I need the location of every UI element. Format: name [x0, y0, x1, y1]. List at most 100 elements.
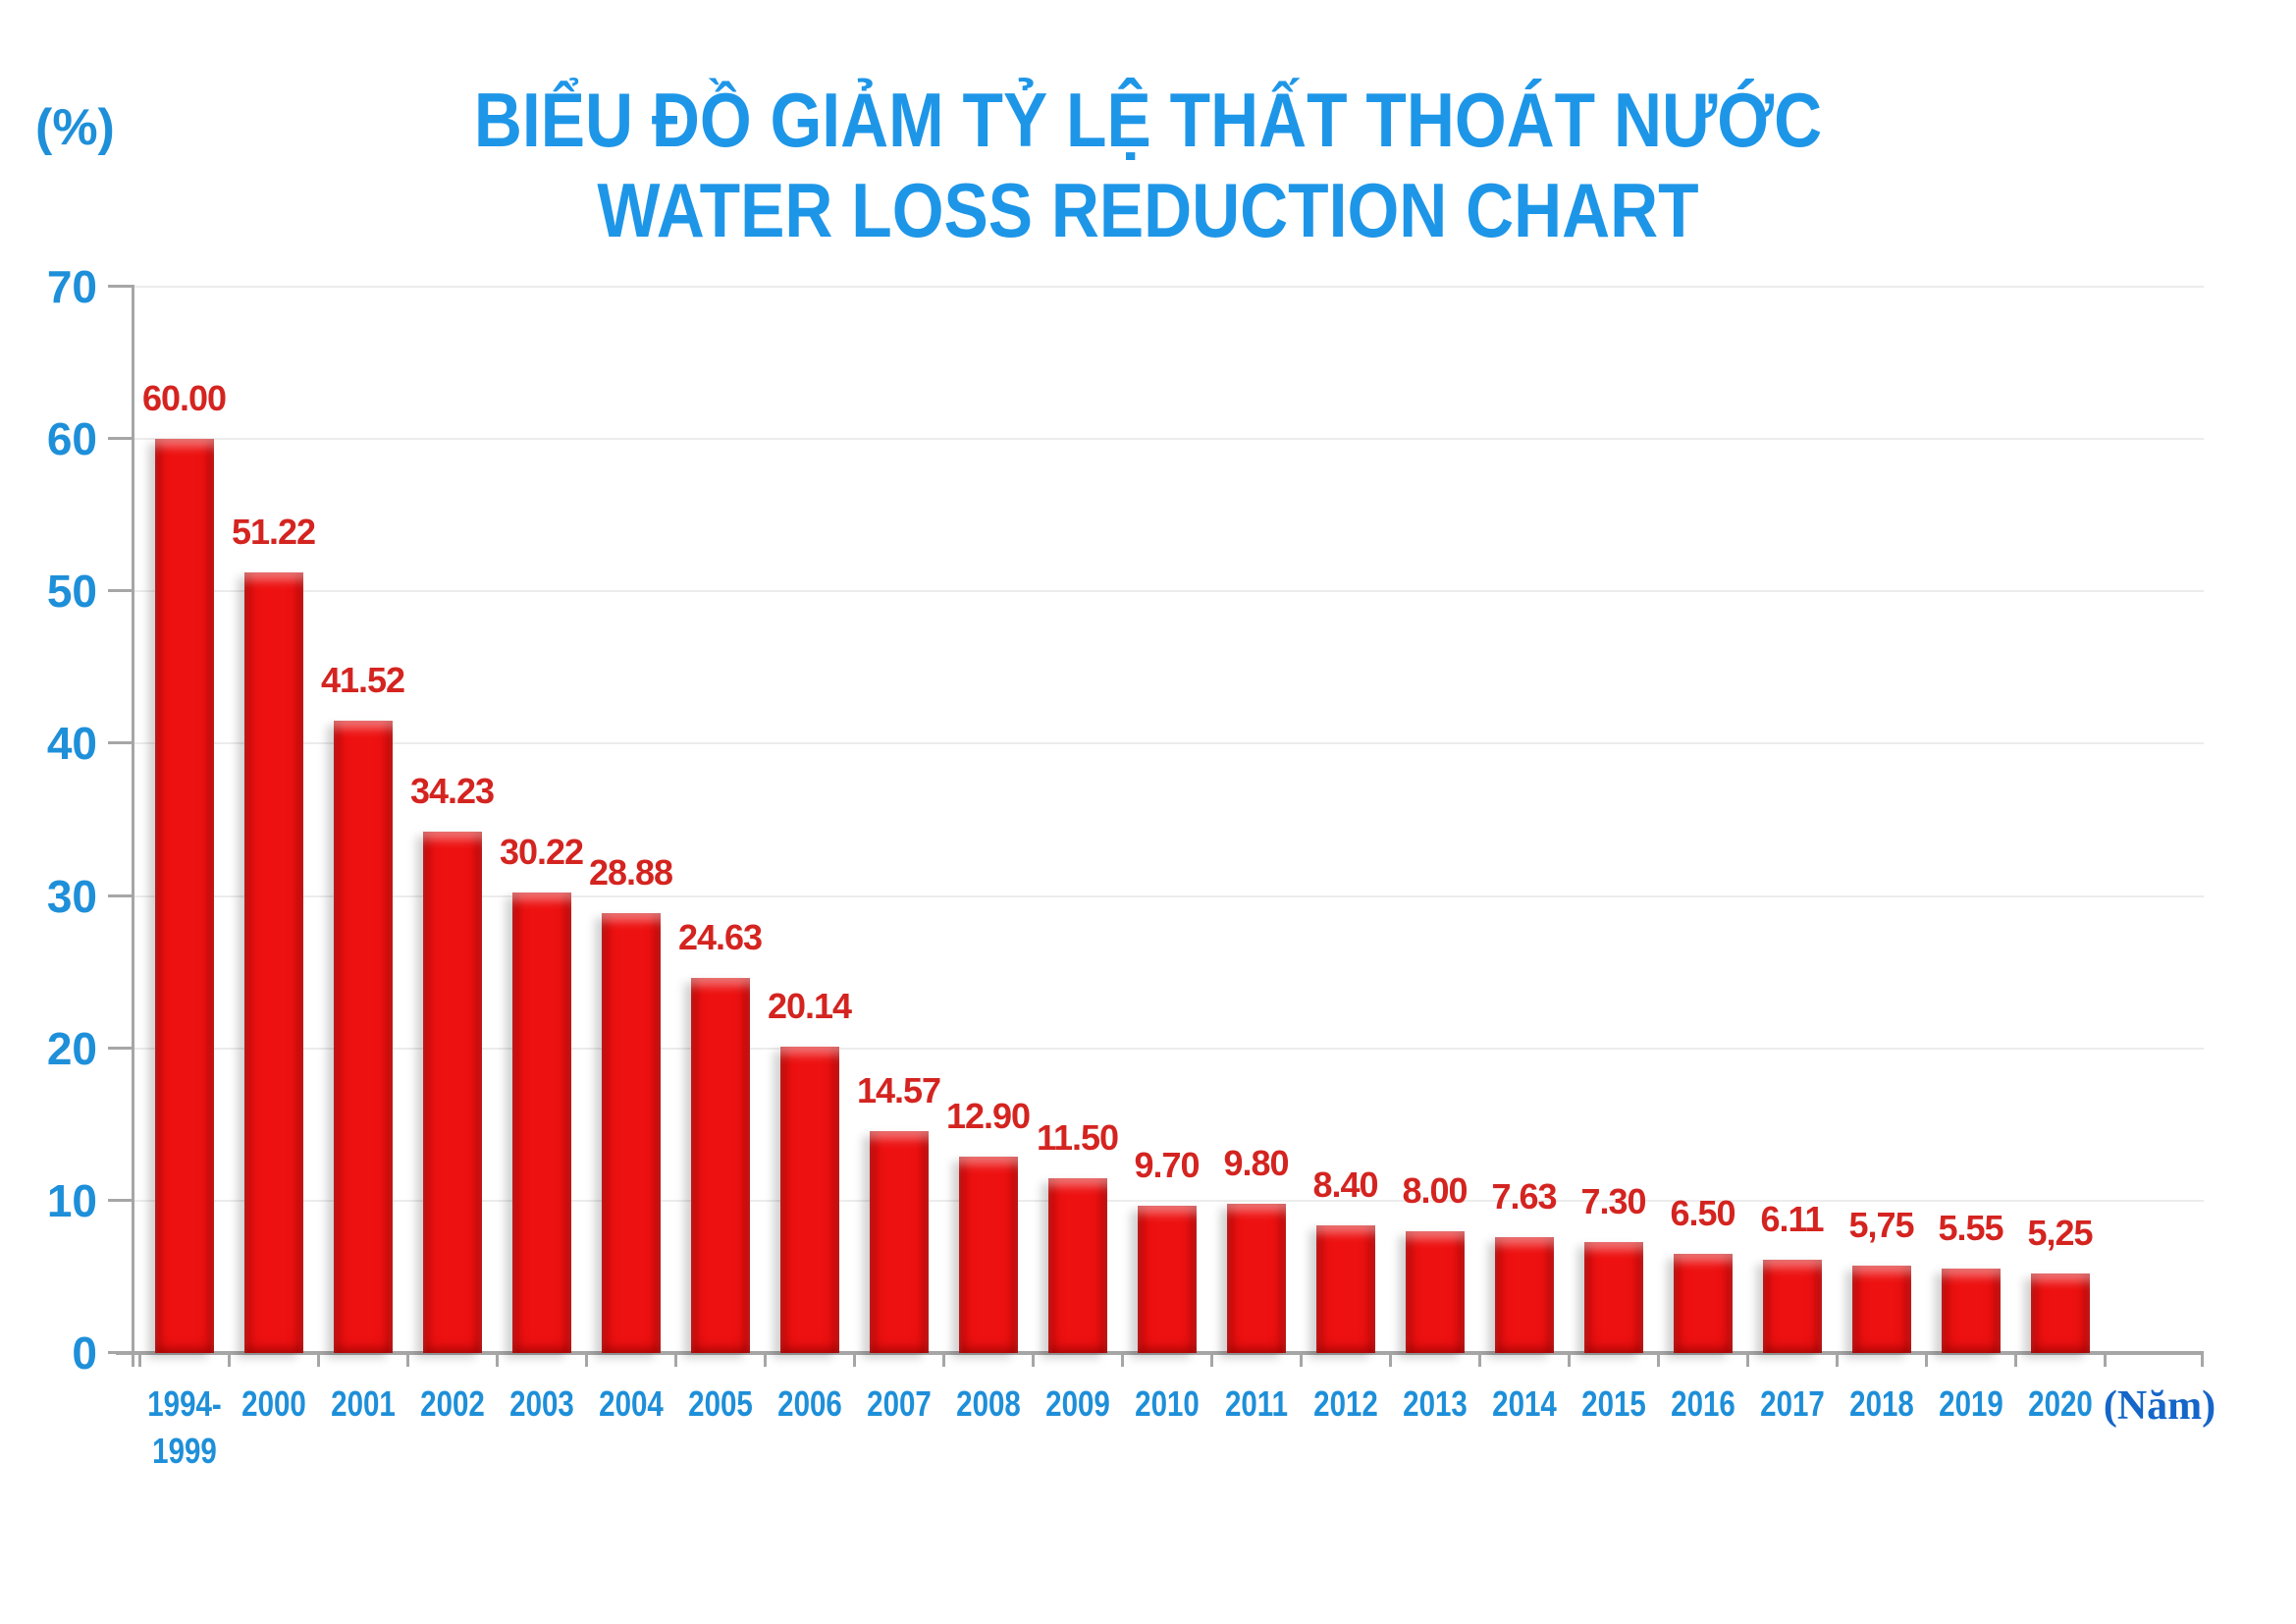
x-tick-label-line: 2011 — [1224, 1383, 1288, 1424]
bar-2003 — [511, 893, 571, 1353]
gridline-10 — [134, 1199, 2204, 1202]
bar-2018 — [1851, 1265, 1911, 1353]
x-tick-18 — [1745, 1353, 1749, 1367]
x-axis-line — [116, 1351, 2204, 1355]
value-label-2007: 14.57 — [856, 1069, 941, 1110]
x-tick-label-line: 2014 — [1491, 1383, 1557, 1424]
value-label-2014: 7.63 — [1491, 1175, 1557, 1217]
gridline-20 — [134, 1047, 2204, 1050]
x-tick-label-2001: 2001 — [306, 1380, 419, 1428]
y-tick-40 — [108, 741, 134, 745]
x-tick-label-line: 2016 — [1670, 1383, 1735, 1424]
y-tick-label-40: 40 — [46, 718, 97, 770]
x-tick-label-line: 2015 — [1580, 1383, 1646, 1424]
bar-2005 — [690, 977, 750, 1353]
x-tick-0 — [137, 1353, 141, 1367]
gridline-70 — [134, 286, 2204, 288]
bar-2000 — [243, 572, 303, 1353]
x-tick-label-line: 2012 — [1312, 1383, 1378, 1424]
x-tick-label-2019: 2019 — [1914, 1380, 2027, 1428]
x-tick-label-line: 2002 — [419, 1383, 485, 1424]
bar-2007 — [869, 1130, 929, 1353]
bar-2013 — [1405, 1230, 1465, 1353]
y-tick-label-70: 70 — [46, 261, 97, 312]
x-tick-label-2011: 2011 — [1200, 1380, 1312, 1428]
value-label-2001: 41.52 — [320, 659, 405, 700]
x-tick-21 — [2013, 1353, 2017, 1367]
bar-2015 — [1583, 1241, 1643, 1353]
bar-2011 — [1226, 1203, 1286, 1353]
value-label-2005: 24.63 — [677, 916, 763, 957]
x-tick-label-line: 2007 — [866, 1383, 932, 1424]
value-label-2012: 8.40 — [1312, 1164, 1378, 1205]
x-tick-label-line: 2005 — [687, 1383, 753, 1424]
x-tick-13 — [1299, 1353, 1303, 1367]
x-tick-label-2005: 2005 — [664, 1380, 776, 1428]
value-label-2010: 9.70 — [1134, 1144, 1200, 1185]
bar-2017 — [1762, 1260, 1822, 1353]
x-tick-label-line: 2017 — [1759, 1383, 1825, 1424]
bar-2009 — [1047, 1177, 1107, 1353]
gridline-30 — [134, 894, 2204, 897]
y-tick-label-10: 10 — [46, 1174, 97, 1226]
x-axis-end-tick — [2201, 1353, 2204, 1367]
x-tick-label-1994-1999: 1994- 1999 — [128, 1380, 240, 1475]
x-tick-label-line: 1994- — [146, 1383, 222, 1424]
gridline-50 — [134, 590, 2204, 593]
bar-2016 — [1673, 1254, 1733, 1353]
x-tick-label-2016: 2016 — [1646, 1380, 1759, 1428]
value-label-2009: 11.50 — [1036, 1116, 1119, 1158]
bar-2006 — [779, 1046, 839, 1353]
value-label-2002: 34.23 — [409, 770, 495, 811]
x-tick-15 — [1477, 1353, 1481, 1367]
bar-2001 — [333, 720, 393, 1353]
y-tick-label-20: 20 — [46, 1022, 97, 1074]
x-tick-label-2018: 2018 — [1825, 1380, 1938, 1428]
x-tick-label-line: 2000 — [240, 1383, 306, 1424]
chart-title-line1: BIỂU ĐỒ GIẢM TỶ LỆ THẤT THOÁT NƯỚC — [473, 77, 1823, 163]
y-axis-line — [132, 287, 134, 1367]
y-tick-10 — [108, 1198, 134, 1202]
bar-2002 — [422, 831, 482, 1353]
gridline-60 — [134, 438, 2204, 441]
value-label-2019: 5.55 — [1938, 1207, 2003, 1248]
x-tick-label-line: 2004 — [598, 1383, 664, 1424]
y-tick-label-0: 0 — [72, 1327, 97, 1379]
x-tick-label-line: 2010 — [1134, 1383, 1200, 1424]
x-tick-20 — [1924, 1353, 1928, 1367]
x-tick-label-2010: 2010 — [1110, 1380, 1223, 1428]
y-tick-label-30: 30 — [46, 870, 97, 922]
x-tick-label-2014: 2014 — [1468, 1380, 1580, 1428]
x-tick-label-line: 2003 — [508, 1383, 574, 1424]
x-tick-label-2013: 2013 — [1378, 1380, 1491, 1428]
x-tick-9 — [941, 1353, 945, 1367]
value-label-2006: 20.14 — [767, 985, 852, 1026]
x-tick-1 — [227, 1353, 231, 1367]
y-tick-70 — [108, 285, 134, 288]
value-label-2013: 8.00 — [1402, 1169, 1468, 1211]
x-tick-label-2009: 2009 — [1021, 1380, 1134, 1428]
x-tick-3 — [405, 1353, 409, 1367]
bar-2020 — [2030, 1272, 2090, 1353]
x-tick-6 — [673, 1353, 677, 1367]
y-tick-30 — [108, 893, 134, 897]
bar-2014 — [1494, 1236, 1554, 1353]
value-label-2018: 5,75 — [1848, 1204, 1914, 1245]
value-label-1994-1999: 60.00 — [141, 378, 227, 419]
x-tick-label-line: 2013 — [1402, 1383, 1468, 1424]
x-tick-11 — [1120, 1353, 1124, 1367]
y-axis-unit-label: (%) — [35, 99, 115, 156]
y-tick-20 — [108, 1046, 134, 1050]
x-tick-8 — [852, 1353, 856, 1367]
x-tick-label-2020: 2020 — [2003, 1380, 2116, 1428]
x-tick-17 — [1656, 1353, 1660, 1367]
bar-1994-1999 — [154, 439, 214, 1353]
y-tick-label-60: 60 — [46, 413, 97, 465]
bar-2010 — [1137, 1205, 1197, 1353]
bar-2019 — [1941, 1268, 2001, 1353]
x-tick-label-2015: 2015 — [1557, 1380, 1670, 1428]
chart-title-line2: WATER LOSS REDUCTION CHART — [597, 167, 1699, 253]
x-tick-label-2007: 2007 — [842, 1380, 955, 1428]
